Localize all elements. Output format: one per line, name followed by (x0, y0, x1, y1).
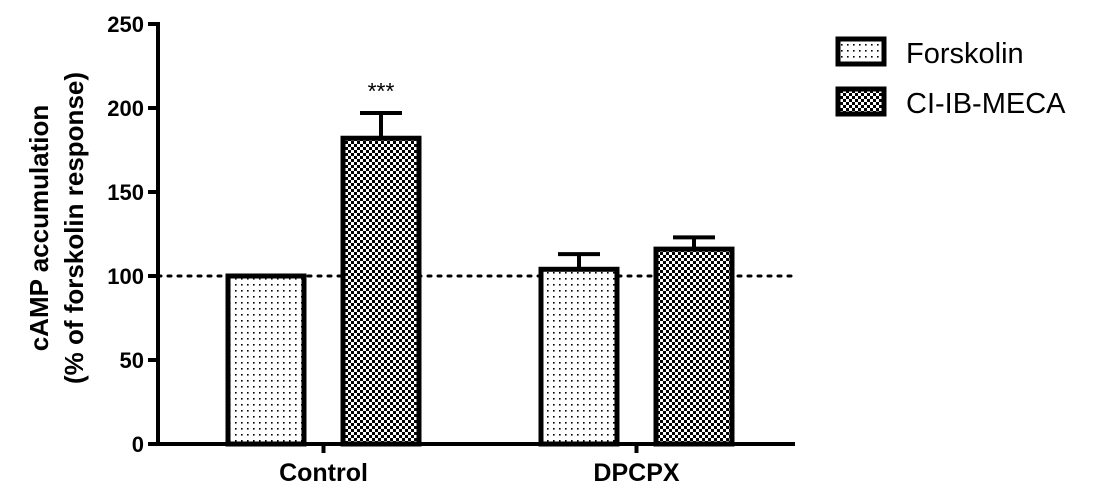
x-category-label: Control (279, 459, 368, 487)
legend-label-ci-ib-meca: CI-IB-MECA (906, 88, 1066, 120)
y-tick-label: 100 (107, 264, 144, 289)
y-tick-label: 250 (107, 12, 144, 37)
y-axis-label: cAMP accumulation (% of forskolin respons… (24, 72, 89, 384)
legend-label-forskolin: Forskolin (906, 38, 1024, 70)
legend-swatch-forskolin (835, 36, 887, 67)
y-tick-label: 150 (107, 180, 144, 205)
y-tick-label: 200 (107, 96, 144, 121)
y-axis-label-line: (% of forskolin response) (59, 72, 89, 384)
bar-dpcpx-forskolin (538, 266, 620, 447)
legend-swatch-ci-ib-meca (835, 86, 887, 117)
y-tick-label: 0 (132, 432, 144, 457)
bar-control-ci-ib-meca (340, 135, 422, 447)
bar-dpcpx-ci-ib-meca (653, 246, 735, 447)
significance-marker: *** (368, 78, 395, 104)
legend: Forskolin CI-IB-MECA (835, 36, 1066, 120)
x-category-label: DPCPX (593, 459, 679, 487)
y-tick-label: 50 (120, 348, 144, 373)
y-axis-label-line: cAMP accumulation (24, 105, 54, 352)
bar-control-forskolin (225, 273, 307, 447)
